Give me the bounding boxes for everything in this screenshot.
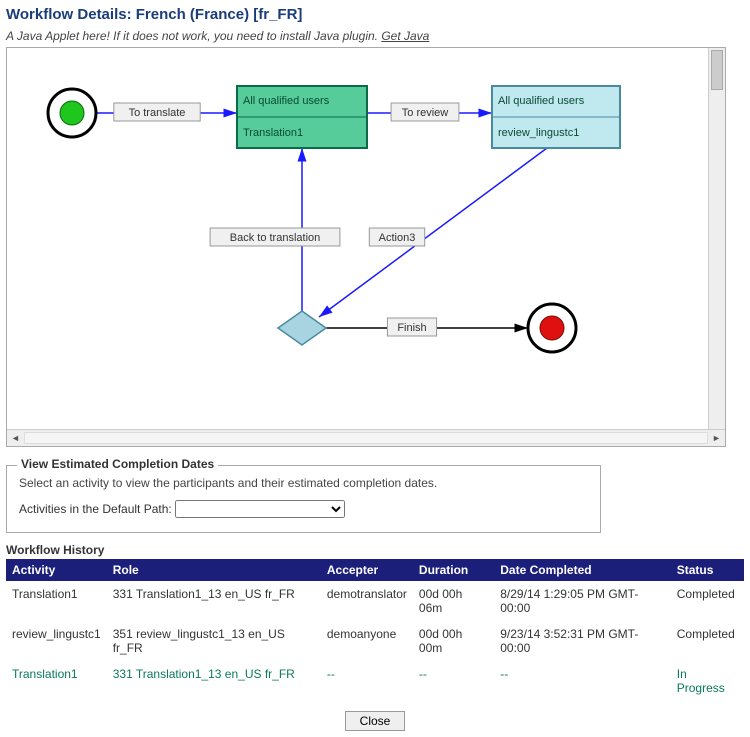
edge-label: Back to translation: [230, 232, 321, 244]
review-node-label2: review_lingustc1: [498, 127, 579, 139]
history-cell-duration: 00d 00h 00m: [413, 621, 494, 661]
history-cell-status: Completed: [671, 581, 744, 621]
history-cell-accepter: --: [321, 661, 413, 701]
history-cell-status: Completed: [671, 621, 744, 661]
history-cell-activity: Translation1: [6, 661, 107, 701]
scroll-right-icon[interactable]: ►: [708, 430, 725, 446]
history-column-header: Accepter: [321, 559, 413, 581]
history-cell-status: In Progress: [671, 661, 744, 701]
translation-node-label1: All qualified users: [243, 95, 330, 107]
history-column-header: Activity: [6, 559, 107, 581]
decision-node[interactable]: [278, 311, 326, 345]
diagram-scrollbar-vertical[interactable]: [708, 48, 725, 429]
scrollbar-thumb[interactable]: [711, 50, 723, 90]
history-cell-date: --: [494, 661, 670, 701]
scrollbar-track[interactable]: [24, 432, 708, 444]
workflow-history-table: ActivityRoleAccepterDurationDate Complet…: [6, 559, 744, 701]
diagram-scrollbar-horizontal[interactable]: ◄ ►: [7, 429, 725, 446]
estimated-dates-fieldset: View Estimated Completion Dates Select a…: [6, 465, 601, 533]
default-path-label: Activities in the Default Path:: [19, 502, 172, 516]
history-cell-role: 331 Translation1_13 en_US fr_FR: [107, 581, 321, 621]
history-cell-role: 351 review_lingustc1_13 en_US fr_FR: [107, 621, 321, 661]
edge-label: To review: [402, 107, 449, 119]
review-node-label1: All qualified users: [498, 95, 585, 107]
history-row: Translation1331 Translation1_13 en_US fr…: [6, 581, 744, 621]
default-path-select[interactable]: [175, 500, 345, 518]
history-column-header: Role: [107, 559, 321, 581]
history-cell-accepter: demoanyone: [321, 621, 413, 661]
history-cell-date: 9/23/14 3:52:31 PM GMT-00:00: [494, 621, 670, 661]
applet-note: A Java Applet here! If it does not work,…: [6, 29, 744, 43]
workflow-diagram: All qualified users Translation1 All quali…: [7, 48, 707, 428]
history-column-header: Status: [671, 559, 744, 581]
translation-node-label2: Translation1: [243, 127, 303, 139]
workflow-edge: [319, 148, 547, 317]
history-row: Translation1331 Translation1_13 en_US fr…: [6, 661, 744, 701]
close-button[interactable]: Close: [345, 711, 406, 731]
history-cell-duration: 00d 00h 06m: [413, 581, 494, 621]
workflow-history-heading: Workflow History: [6, 543, 744, 557]
history-cell-date: 8/29/14 1:29:05 PM GMT-00:00: [494, 581, 670, 621]
fieldset-legend: View Estimated Completion Dates: [17, 457, 218, 471]
page-title: Workflow Details: French (France) [fr_FR…: [6, 6, 744, 23]
history-column-header: Duration: [413, 559, 494, 581]
history-cell-duration: --: [413, 661, 494, 701]
edge-label: To translate: [129, 107, 186, 119]
scroll-left-icon[interactable]: ◄: [7, 430, 24, 446]
history-column-header: Date Completed: [494, 559, 670, 581]
edge-label: Action3: [379, 232, 416, 244]
history-cell-activity: Translation1: [6, 581, 107, 621]
fieldset-description: Select an activity to view the participa…: [19, 476, 588, 490]
workflow-diagram-container: All qualified users Translation1 All quali…: [6, 47, 726, 447]
applet-note-text: A Java Applet here! If it does not work,…: [6, 29, 381, 43]
history-cell-role: 331 Translation1_13 en_US fr_FR: [107, 661, 321, 701]
edge-label: Finish: [397, 322, 426, 334]
history-cell-accepter: demotranslator: [321, 581, 413, 621]
get-java-link[interactable]: Get Java: [381, 29, 429, 43]
history-cell-activity: review_lingustc1: [6, 621, 107, 661]
history-row: review_lingustc1351 review_lingustc1_13 …: [6, 621, 744, 661]
